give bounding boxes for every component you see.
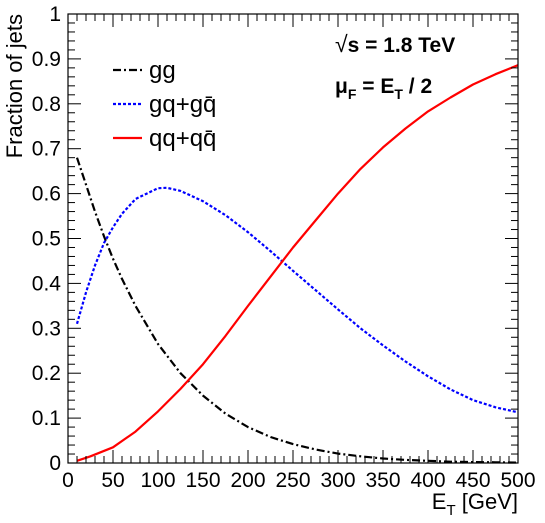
x-tick-label: 350: [365, 469, 400, 492]
x-axis-title: ET [GeV]: [432, 489, 518, 519]
y-tick-label: 0.8: [32, 93, 61, 116]
x-tick-label: 400: [410, 469, 445, 492]
y-tick-label: 0.5: [32, 228, 61, 251]
ticks-layer: [67, 13, 519, 464]
y-tick-label: 1: [49, 3, 61, 26]
scale-annotation: μF = ET / 2: [335, 75, 432, 102]
y-tick-label: 0.4: [32, 272, 62, 295]
x-tick-label: 300: [320, 469, 355, 492]
series-line-dash-dot: [75, 157, 519, 464]
series-line-dotted: [75, 186, 519, 414]
scale-annotation-mu: μ: [335, 75, 348, 98]
y-axis-title: Fraction of jets: [2, 14, 27, 158]
y-tick-label: 0.9: [32, 48, 61, 71]
x-tick-label: 250: [275, 469, 310, 492]
x-tick-label: 450: [455, 469, 490, 492]
legend: gg gq+gq̄ qq+qq̄: [113, 57, 216, 152]
y-tick-label: 0: [49, 452, 61, 475]
tick-labels-layer: 0 50 100 150 200 250 300 350 400 450 500 0 0.1 0.2 0.3…: [32, 3, 536, 492]
x-axis-title-unit: [GeV]: [456, 489, 518, 514]
y-tick-label: 0.2: [32, 362, 61, 385]
scale-annotation-equals: = E: [356, 75, 394, 98]
sqrt-symbol: √: [335, 31, 348, 57]
scale-annotation-rest: / 2: [403, 75, 432, 98]
y-tick-label: 0.6: [32, 183, 61, 206]
x-tick-label: 200: [230, 469, 265, 492]
x-tick-label: 50: [101, 469, 124, 492]
x-tick-label: 0: [62, 469, 74, 492]
x-tick-label: 100: [140, 469, 175, 492]
series-layer: [75, 64, 519, 464]
legend-label: qq+qq̄: [149, 125, 216, 152]
x-tick-label: 500: [500, 469, 535, 492]
energy-annotation-text: s = 1.8 TeV: [348, 34, 456, 57]
legend-label: gg: [149, 57, 176, 84]
scale-annotation-e-subscript: T: [394, 86, 403, 102]
x-axis-title-subscript: T: [446, 502, 455, 519]
y-tick-label: 0.3: [32, 317, 61, 340]
y-tick-label: 0.7: [32, 138, 61, 161]
energy-annotation: √s = 1.8 TeV: [335, 31, 455, 57]
y-tick-label: 0.1: [32, 407, 61, 430]
x-axis-title-main: E: [432, 489, 447, 514]
x-tick-label: 150: [185, 469, 220, 492]
series-line-solid: [76, 64, 519, 462]
scale-annotation-mu-subscript: F: [348, 86, 357, 102]
legend-label: gq+gq̄: [149, 91, 216, 118]
